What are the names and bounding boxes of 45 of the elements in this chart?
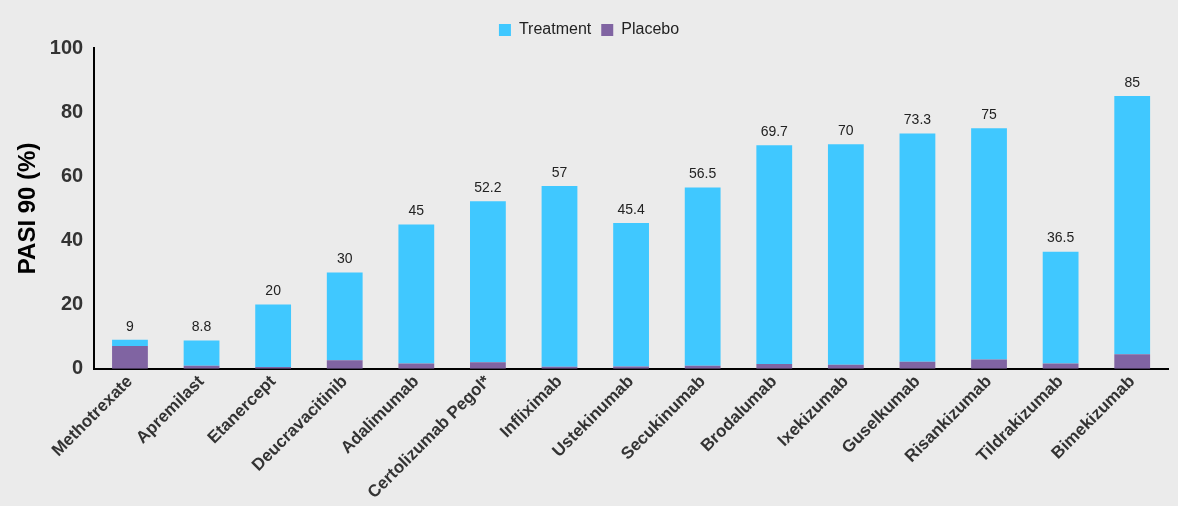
total-label: 9 bbox=[126, 317, 135, 334]
bar bbox=[899, 133, 936, 362]
bar bbox=[1042, 251, 1079, 364]
bar bbox=[470, 201, 506, 363]
y-tick-label: 80 bbox=[60, 99, 84, 122]
bar bbox=[971, 128, 1007, 360]
total-label: 57 bbox=[551, 163, 568, 180]
total-label: 45.4 bbox=[617, 200, 645, 217]
total-label: 73.3 bbox=[903, 111, 932, 128]
bar bbox=[255, 304, 292, 368]
y-tick-label: 20 bbox=[60, 292, 84, 315]
total-label: 45 bbox=[408, 202, 425, 219]
bar bbox=[112, 345, 148, 369]
total-label: 8.8 bbox=[191, 318, 212, 335]
bar bbox=[112, 339, 148, 346]
y-tick-label: 60 bbox=[60, 163, 84, 186]
bar bbox=[613, 366, 649, 369]
y-tick-label: 40 bbox=[60, 227, 84, 250]
total-label: 30 bbox=[336, 250, 353, 267]
bar bbox=[398, 224, 435, 364]
legend-label: Treatment bbox=[518, 20, 592, 38]
y-tick-label: 100 bbox=[49, 35, 84, 58]
y-tick-label: 0 bbox=[72, 356, 84, 379]
total-label: 85 bbox=[1124, 73, 1141, 90]
bar bbox=[827, 144, 864, 365]
legend-label: Placebo bbox=[621, 20, 680, 38]
y-axis-title: PASI 90 (%) bbox=[13, 142, 41, 275]
bar bbox=[183, 340, 220, 366]
bar bbox=[326, 360, 363, 369]
total-label: 36.5 bbox=[1046, 229, 1075, 246]
total-label: 70 bbox=[838, 122, 854, 139]
bar bbox=[1114, 354, 1151, 369]
bar bbox=[613, 223, 649, 367]
bar bbox=[1114, 96, 1151, 355]
total-label: 20 bbox=[265, 282, 282, 299]
bar bbox=[756, 145, 793, 364]
total-label: 52.2 bbox=[474, 179, 502, 196]
bar bbox=[541, 185, 578, 367]
total-label: 69.7 bbox=[760, 123, 789, 140]
bar bbox=[971, 359, 1007, 369]
bar bbox=[470, 362, 506, 369]
total-label: 75 bbox=[981, 106, 998, 123]
bar bbox=[684, 187, 721, 366]
total-label: 56.5 bbox=[689, 165, 717, 182]
bar bbox=[326, 272, 363, 361]
